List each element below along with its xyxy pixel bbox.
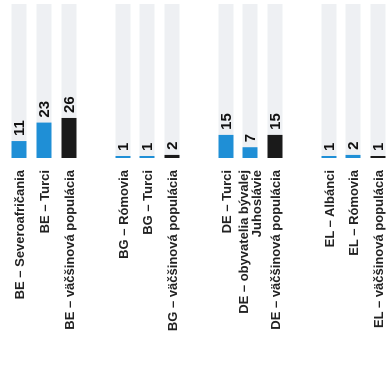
bar bbox=[139, 156, 155, 158]
bar-group: 1 EL – Albánci bbox=[321, 4, 338, 247]
bar-group: 1 BG – Rómovia bbox=[115, 4, 132, 259]
data-label: 1 bbox=[115, 143, 132, 151]
bar-remainder bbox=[345, 4, 361, 158]
bar-remainder bbox=[321, 4, 337, 158]
data-label: 23 bbox=[36, 101, 53, 118]
bar-remainder bbox=[36, 4, 52, 158]
data-label: 1 bbox=[321, 143, 338, 151]
bar-group: 1 BG – Turci bbox=[139, 4, 156, 235]
bar-remainder bbox=[11, 4, 27, 158]
category-label: EL – Rómovia bbox=[346, 169, 361, 256]
category-label: DE – väčšinová populácia bbox=[268, 169, 283, 329]
category-label: DE – Turci bbox=[219, 170, 234, 233]
category-label: BG – Turci bbox=[140, 170, 155, 235]
data-label: 1 bbox=[370, 143, 387, 151]
bar-group: 11 BE – Severoafričania bbox=[11, 4, 28, 299]
bar-remainder bbox=[164, 4, 180, 158]
bar-group: 2 EL – Rómovia bbox=[345, 4, 362, 256]
bar-group: 15 DE – Turci bbox=[218, 4, 235, 233]
bar bbox=[267, 134, 283, 158]
bar-remainder bbox=[139, 4, 155, 158]
bar bbox=[11, 141, 27, 158]
category-label: EL – väčšinová populácia bbox=[371, 169, 386, 328]
data-label: 15 bbox=[267, 113, 284, 130]
category-label: BE – väčšinová populácia bbox=[62, 169, 77, 329]
bar bbox=[218, 134, 234, 158]
category-label: DE – obyvatelia bývalejJuhoslávie bbox=[236, 170, 264, 314]
bar-remainder bbox=[218, 4, 234, 158]
category-label: BE – Turci bbox=[37, 170, 52, 233]
bar bbox=[370, 156, 386, 158]
data-label: 26 bbox=[61, 96, 78, 113]
bar bbox=[242, 147, 258, 158]
bar-group: 15 DE – väčšinová populácia bbox=[267, 4, 284, 330]
category-label: BG – väčšinová populácia bbox=[165, 169, 180, 331]
category-label: BE – Severoafričania bbox=[12, 169, 27, 299]
bar-group: 26 BE – väčšinová populácia bbox=[61, 4, 78, 330]
bar bbox=[164, 154, 180, 158]
bar-remainder bbox=[267, 4, 283, 158]
bar bbox=[115, 156, 131, 158]
bar-remainder bbox=[242, 4, 258, 158]
bar-group: 2 BG – väčšinová populácia bbox=[164, 4, 181, 331]
data-label: 11 bbox=[11, 120, 28, 136]
data-label: 15 bbox=[218, 113, 235, 130]
data-label: 7 bbox=[242, 134, 259, 142]
bar-group: 23 BE – Turci bbox=[36, 4, 53, 233]
data-label: 1 bbox=[139, 143, 156, 151]
bar bbox=[61, 117, 77, 158]
bar bbox=[321, 156, 337, 158]
data-label: 2 bbox=[164, 142, 181, 150]
bar-group: 1 EL – väčšinová populácia bbox=[370, 4, 387, 328]
bar-remainder bbox=[370, 4, 386, 158]
category-label: BG – Rómovia bbox=[116, 169, 131, 259]
bar-remainder bbox=[115, 4, 131, 158]
bar bbox=[345, 154, 361, 158]
category-label: EL – Albánci bbox=[322, 170, 337, 247]
bar bbox=[36, 122, 52, 158]
bar-group: 7 DE – obyvatelia bývalejJuhoslávie bbox=[236, 4, 264, 314]
data-label: 2 bbox=[345, 142, 362, 150]
